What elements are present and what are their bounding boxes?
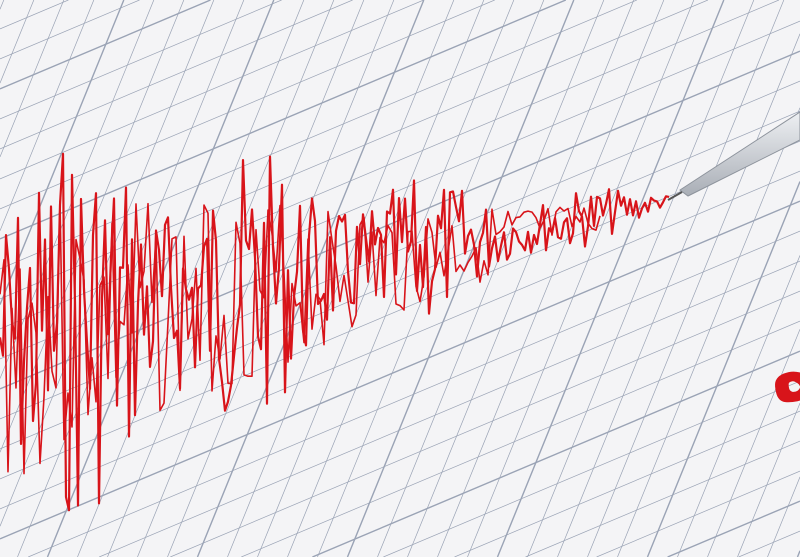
grid-line [196,0,425,557]
grid-line [107,0,335,557]
waveform-trace [0,200,601,475]
grid-line [0,0,140,60]
grid-line [0,0,424,180]
grid-line [0,0,69,30]
grid-line [137,0,365,557]
grid-line [767,476,800,557]
grid-line [0,0,5,10]
grid-line [0,0,495,210]
grid-line [0,0,125,305]
seismic-waveform [0,152,670,512]
grid-line [596,470,800,557]
grid-line [454,410,800,557]
grid-line [167,0,395,557]
grid-line [407,0,635,557]
grid-line [257,0,485,557]
grid-line [0,0,282,120]
grid-line [346,0,575,557]
grid-line [77,0,305,557]
grid-line [0,0,95,231]
grid-line [0,0,567,240]
grid-line [617,107,800,557]
grid-line [99,260,800,557]
grid-line [467,0,695,557]
grid-line [0,170,800,510]
grid-line [241,320,800,557]
grid-line [0,0,35,84]
seismograph-stylus-icon [667,111,800,201]
grid-line [0,200,800,540]
grid-line [677,255,800,557]
grid-line [707,329,800,557]
grid-line [738,530,800,557]
grid-line [287,0,515,557]
grid-line [527,0,755,557]
grid-line [227,0,455,557]
grid-line [737,402,800,557]
grid-line [312,350,800,557]
grid-line [646,181,800,557]
grid-line [525,440,800,557]
grid-line [0,0,709,300]
grid-line [437,0,665,557]
grid-line [377,0,605,557]
grid-line [0,0,65,158]
grid-line [0,0,780,330]
grid-line [587,33,800,557]
grid-line [0,0,185,453]
grid-line [383,380,800,557]
grid-line [496,0,725,557]
grid-line [317,0,545,557]
grid-line [667,500,800,557]
grid-line [557,0,785,557]
